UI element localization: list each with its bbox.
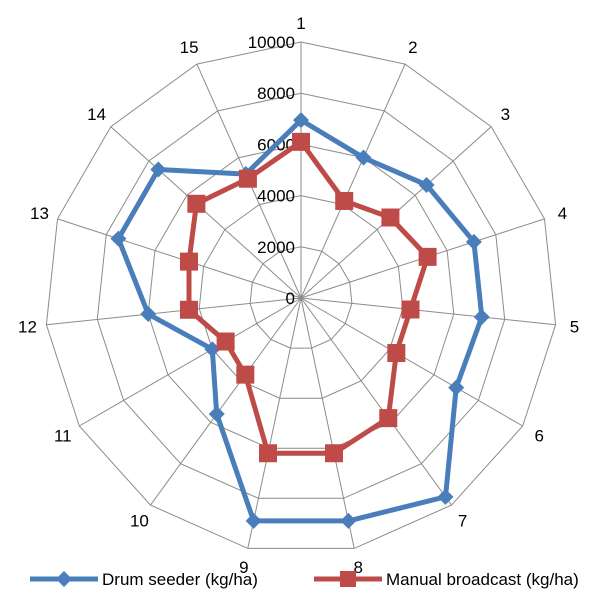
legend-item-2: Manual broadcast (kg/ha) [314,570,579,589]
radar-spokes [46,42,556,549]
data-point-marker [379,409,398,428]
series-2 [179,132,437,463]
series-line [186,139,431,456]
category-label: 13 [30,204,49,223]
tick-label: 2000 [257,238,295,257]
grid-ring-2000 [249,246,353,349]
data-point-marker [259,444,278,463]
data-point-marker [208,405,225,422]
legend-marker [56,571,72,587]
category-label: 4 [558,204,567,223]
category-label: 5 [570,318,579,337]
data-point-marker [204,341,221,358]
legend-label: Drum seeder (kg/ha) [102,570,258,589]
data-point-marker [216,332,235,351]
data-point-marker [418,247,437,266]
legend-label: Manual broadcast (kg/ha) [386,570,579,589]
radar-grid [45,41,557,549]
spoke-9 [247,297,302,549]
series-1 [110,112,490,529]
spoke-5 [300,297,556,326]
tick-label: 8000 [257,84,295,103]
data-point-marker [335,191,354,210]
spoke-10 [150,297,302,506]
data-point-marker [387,344,406,363]
data-point-marker [140,306,157,323]
data-point-marker [437,488,454,505]
spoke-2 [300,63,406,299]
category-label: 1 [296,14,305,33]
category-label: 9 [239,558,248,577]
data-point-marker [245,512,262,529]
data-point-marker [381,208,400,227]
category-label: 12 [18,318,37,337]
spoke-8 [300,297,355,549]
data-point-marker [110,230,127,247]
data-point-marker [473,308,490,325]
spoke-14 [110,126,302,299]
category-label: 3 [501,105,510,124]
data-point-marker [324,444,343,463]
data-point-marker [236,365,255,384]
category-label: 7 [458,512,467,531]
tick-label: 4000 [257,187,295,206]
spoke-13 [57,218,302,299]
category-label: 6 [534,427,543,446]
data-point-marker [187,194,206,213]
data-point-marker [448,379,465,396]
legend: Drum seeder (kg/ha) Manual broadcast (kg/… [30,570,579,589]
grid-ring-4000 [198,195,404,399]
data-point-marker [180,252,199,271]
data-point-marker [340,512,357,529]
grid-ring-10000 [45,41,557,549]
data-series [110,112,490,529]
data-point-marker [292,132,310,151]
category-label: 15 [180,38,199,57]
grid-ring-8000 [96,92,506,499]
legend-marker [340,571,356,587]
series-line [115,117,485,524]
data-point-marker [238,169,257,188]
legend-item-1: Drum seeder (kg/ha) [30,570,258,589]
tick-label: 10000 [248,33,295,52]
spoke-12 [46,297,302,326]
category-label: 11 [54,427,72,446]
category-label: 10 [130,512,149,531]
spoke-7 [300,297,452,506]
category-label: 8 [353,558,362,577]
data-point-marker [355,149,372,166]
data-point-marker [401,300,420,319]
category-label: 14 [87,105,106,124]
data-point-marker [293,112,309,129]
data-point-marker [150,161,167,178]
category-label: 2 [408,38,417,57]
tick-label: 0 [286,289,295,308]
grid-ring-6000 [147,143,455,449]
data-point-marker [418,176,435,193]
spoke-6 [300,297,523,427]
spoke-11 [79,297,302,427]
data-point-marker [179,300,198,319]
data-point-marker [465,233,482,250]
